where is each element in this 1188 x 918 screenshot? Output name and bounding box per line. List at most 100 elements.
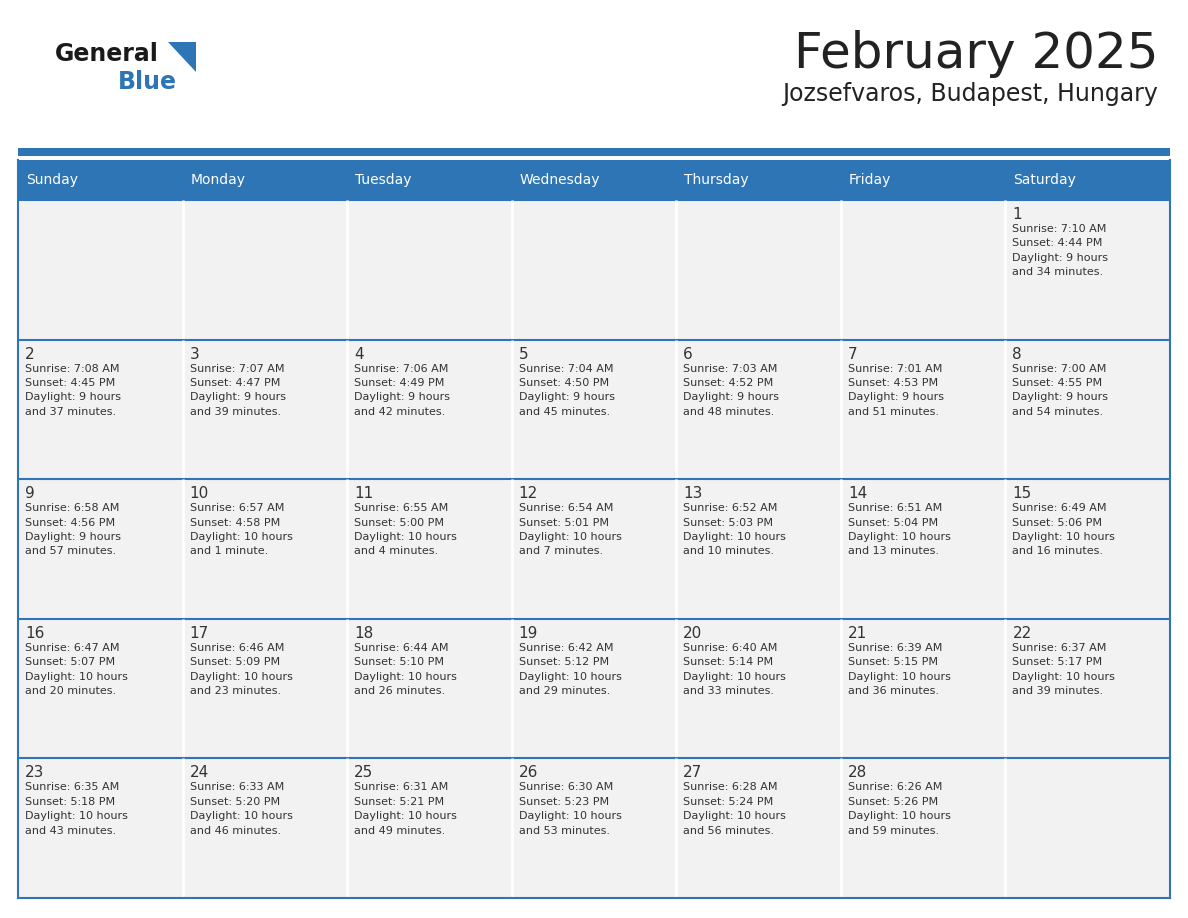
Text: 10: 10 (190, 487, 209, 501)
Text: 18: 18 (354, 626, 373, 641)
Text: 17: 17 (190, 626, 209, 641)
Text: Sunrise: 6:55 AM
Sunset: 5:00 PM
Daylight: 10 hours
and 4 minutes.: Sunrise: 6:55 AM Sunset: 5:00 PM Dayligh… (354, 503, 457, 556)
Text: 21: 21 (848, 626, 867, 641)
Text: Sunrise: 6:37 AM
Sunset: 5:17 PM
Daylight: 10 hours
and 39 minutes.: Sunrise: 6:37 AM Sunset: 5:17 PM Dayligh… (1012, 643, 1116, 696)
Bar (347, 479, 512, 619)
Bar (676, 479, 841, 619)
Text: Sunrise: 6:39 AM
Sunset: 5:15 PM
Daylight: 10 hours
and 36 minutes.: Sunrise: 6:39 AM Sunset: 5:15 PM Dayligh… (848, 643, 950, 696)
Bar (512, 758, 676, 898)
Bar (18, 148, 1170, 156)
Bar (1005, 340, 1170, 479)
Bar (347, 758, 512, 898)
Bar (841, 340, 1005, 479)
Text: Sunrise: 7:04 AM
Sunset: 4:50 PM
Daylight: 9 hours
and 45 minutes.: Sunrise: 7:04 AM Sunset: 4:50 PM Dayligh… (519, 364, 614, 417)
Text: 19: 19 (519, 626, 538, 641)
Text: 25: 25 (354, 766, 373, 780)
Text: Sunrise: 7:01 AM
Sunset: 4:53 PM
Daylight: 9 hours
and 51 minutes.: Sunrise: 7:01 AM Sunset: 4:53 PM Dayligh… (848, 364, 943, 417)
Text: Sunrise: 6:58 AM
Sunset: 4:56 PM
Daylight: 9 hours
and 57 minutes.: Sunrise: 6:58 AM Sunset: 4:56 PM Dayligh… (25, 503, 121, 556)
Bar (841, 619, 1005, 758)
Text: 23: 23 (25, 766, 44, 780)
Bar (676, 619, 841, 758)
Bar (841, 200, 1005, 340)
Text: Sunrise: 7:06 AM
Sunset: 4:49 PM
Daylight: 9 hours
and 42 minutes.: Sunrise: 7:06 AM Sunset: 4:49 PM Dayligh… (354, 364, 450, 417)
Text: Sunrise: 7:10 AM
Sunset: 4:44 PM
Daylight: 9 hours
and 34 minutes.: Sunrise: 7:10 AM Sunset: 4:44 PM Dayligh… (1012, 224, 1108, 277)
Text: 7: 7 (848, 347, 858, 362)
Text: Jozsefvaros, Budapest, Hungary: Jozsefvaros, Budapest, Hungary (782, 82, 1158, 106)
Bar (18, 200, 183, 340)
Text: Sunrise: 6:57 AM
Sunset: 4:58 PM
Daylight: 10 hours
and 1 minute.: Sunrise: 6:57 AM Sunset: 4:58 PM Dayligh… (190, 503, 292, 556)
Text: Sunrise: 6:54 AM
Sunset: 5:01 PM
Daylight: 10 hours
and 7 minutes.: Sunrise: 6:54 AM Sunset: 5:01 PM Dayligh… (519, 503, 621, 556)
Bar (512, 619, 676, 758)
Text: Tuesday: Tuesday (355, 173, 412, 187)
Bar (1005, 619, 1170, 758)
Text: 11: 11 (354, 487, 373, 501)
Text: Sunrise: 6:46 AM
Sunset: 5:09 PM
Daylight: 10 hours
and 23 minutes.: Sunrise: 6:46 AM Sunset: 5:09 PM Dayligh… (190, 643, 292, 696)
Text: 15: 15 (1012, 487, 1031, 501)
Text: Sunday: Sunday (26, 173, 78, 187)
Text: Sunrise: 6:40 AM
Sunset: 5:14 PM
Daylight: 10 hours
and 33 minutes.: Sunrise: 6:40 AM Sunset: 5:14 PM Dayligh… (683, 643, 786, 696)
Text: 6: 6 (683, 347, 693, 362)
Text: 24: 24 (190, 766, 209, 780)
Text: Sunrise: 6:44 AM
Sunset: 5:10 PM
Daylight: 10 hours
and 26 minutes.: Sunrise: 6:44 AM Sunset: 5:10 PM Dayligh… (354, 643, 457, 696)
Bar (18, 340, 183, 479)
Text: Wednesday: Wednesday (519, 173, 600, 187)
Text: 3: 3 (190, 347, 200, 362)
Text: Sunrise: 6:33 AM
Sunset: 5:20 PM
Daylight: 10 hours
and 46 minutes.: Sunrise: 6:33 AM Sunset: 5:20 PM Dayligh… (190, 782, 292, 835)
Text: 26: 26 (519, 766, 538, 780)
Bar (841, 160, 1005, 200)
Text: Sunrise: 7:00 AM
Sunset: 4:55 PM
Daylight: 9 hours
and 54 minutes.: Sunrise: 7:00 AM Sunset: 4:55 PM Dayligh… (1012, 364, 1108, 417)
Bar (347, 200, 512, 340)
Bar (841, 479, 1005, 619)
Text: February 2025: February 2025 (794, 30, 1158, 78)
Bar (347, 619, 512, 758)
Text: Sunrise: 6:51 AM
Sunset: 5:04 PM
Daylight: 10 hours
and 13 minutes.: Sunrise: 6:51 AM Sunset: 5:04 PM Dayligh… (848, 503, 950, 556)
Text: Sunrise: 6:49 AM
Sunset: 5:06 PM
Daylight: 10 hours
and 16 minutes.: Sunrise: 6:49 AM Sunset: 5:06 PM Dayligh… (1012, 503, 1116, 556)
Text: Sunrise: 6:42 AM
Sunset: 5:12 PM
Daylight: 10 hours
and 29 minutes.: Sunrise: 6:42 AM Sunset: 5:12 PM Dayligh… (519, 643, 621, 696)
Bar (512, 160, 676, 200)
Bar (512, 479, 676, 619)
Text: 2: 2 (25, 347, 34, 362)
Text: Sunrise: 6:52 AM
Sunset: 5:03 PM
Daylight: 10 hours
and 10 minutes.: Sunrise: 6:52 AM Sunset: 5:03 PM Dayligh… (683, 503, 786, 556)
Text: Sunrise: 6:47 AM
Sunset: 5:07 PM
Daylight: 10 hours
and 20 minutes.: Sunrise: 6:47 AM Sunset: 5:07 PM Dayligh… (25, 643, 128, 696)
Text: Monday: Monday (190, 173, 246, 187)
Bar (18, 758, 183, 898)
Bar (512, 340, 676, 479)
Bar (18, 479, 183, 619)
Text: Sunrise: 7:03 AM
Sunset: 4:52 PM
Daylight: 9 hours
and 48 minutes.: Sunrise: 7:03 AM Sunset: 4:52 PM Dayligh… (683, 364, 779, 417)
Bar (18, 619, 183, 758)
Text: Sunrise: 7:07 AM
Sunset: 4:47 PM
Daylight: 9 hours
and 39 minutes.: Sunrise: 7:07 AM Sunset: 4:47 PM Dayligh… (190, 364, 285, 417)
Text: 5: 5 (519, 347, 529, 362)
Bar (676, 340, 841, 479)
Text: Sunrise: 6:31 AM
Sunset: 5:21 PM
Daylight: 10 hours
and 49 minutes.: Sunrise: 6:31 AM Sunset: 5:21 PM Dayligh… (354, 782, 457, 835)
Text: 14: 14 (848, 487, 867, 501)
Text: 9: 9 (25, 487, 34, 501)
Bar (183, 479, 347, 619)
Bar (183, 200, 347, 340)
Bar (1005, 200, 1170, 340)
Bar (183, 160, 347, 200)
Text: Sunrise: 6:30 AM
Sunset: 5:23 PM
Daylight: 10 hours
and 53 minutes.: Sunrise: 6:30 AM Sunset: 5:23 PM Dayligh… (519, 782, 621, 835)
Text: Thursday: Thursday (684, 173, 748, 187)
Text: Saturday: Saturday (1013, 173, 1076, 187)
Text: 1: 1 (1012, 207, 1022, 222)
Text: Friday: Friday (849, 173, 891, 187)
Text: 12: 12 (519, 487, 538, 501)
Bar (183, 340, 347, 479)
Text: Sunrise: 6:26 AM
Sunset: 5:26 PM
Daylight: 10 hours
and 59 minutes.: Sunrise: 6:26 AM Sunset: 5:26 PM Dayligh… (848, 782, 950, 835)
Polygon shape (168, 42, 196, 72)
Bar (347, 160, 512, 200)
Text: Sunrise: 6:35 AM
Sunset: 5:18 PM
Daylight: 10 hours
and 43 minutes.: Sunrise: 6:35 AM Sunset: 5:18 PM Dayligh… (25, 782, 128, 835)
Bar (347, 340, 512, 479)
Bar (512, 200, 676, 340)
Text: 8: 8 (1012, 347, 1022, 362)
Bar (183, 758, 347, 898)
Text: 13: 13 (683, 487, 702, 501)
Bar (18, 160, 183, 200)
Bar (183, 619, 347, 758)
Text: Sunrise: 7:08 AM
Sunset: 4:45 PM
Daylight: 9 hours
and 37 minutes.: Sunrise: 7:08 AM Sunset: 4:45 PM Dayligh… (25, 364, 121, 417)
Bar (841, 758, 1005, 898)
Text: General: General (55, 42, 159, 66)
Text: 22: 22 (1012, 626, 1031, 641)
Bar (1005, 758, 1170, 898)
Text: 4: 4 (354, 347, 364, 362)
